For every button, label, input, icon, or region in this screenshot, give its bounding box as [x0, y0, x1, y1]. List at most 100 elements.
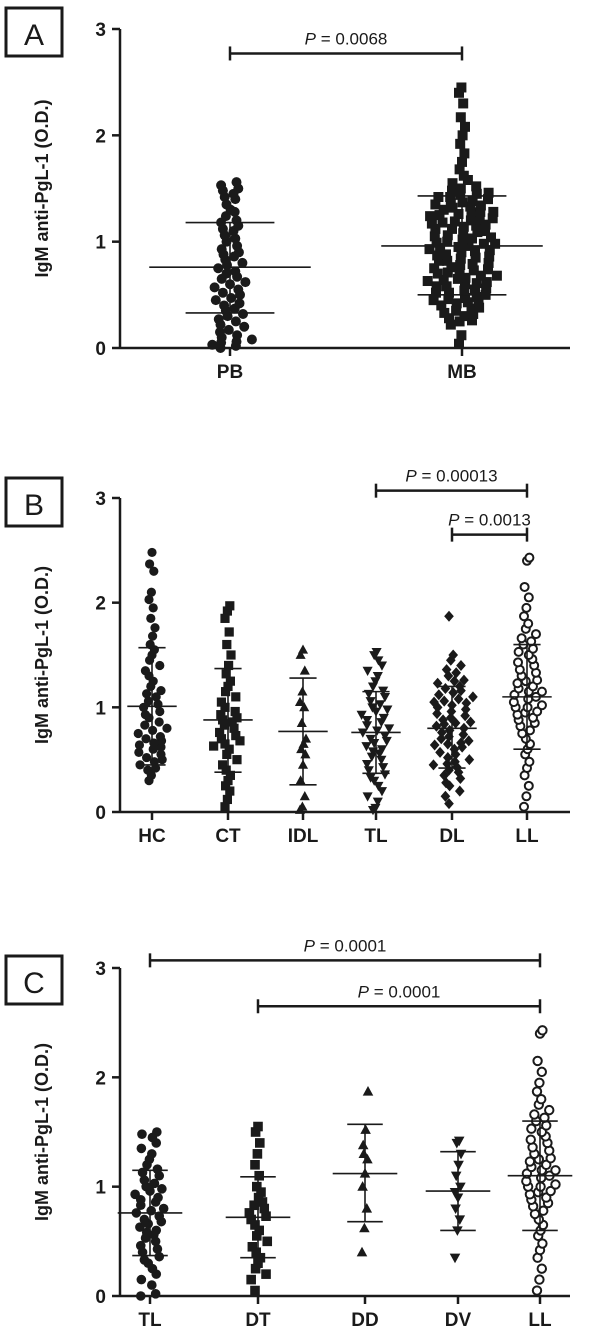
- data-point: [261, 1211, 271, 1221]
- data-point: [372, 797, 383, 807]
- p-symbol: P: [405, 467, 417, 486]
- data-point: [145, 559, 155, 569]
- data-point: [458, 221, 469, 232]
- data-point: [426, 218, 437, 229]
- data-point: [442, 236, 453, 247]
- data-point: [457, 130, 468, 141]
- data-point: [442, 267, 453, 278]
- data-point: [466, 303, 477, 314]
- data-point: [437, 726, 447, 738]
- data-point: [454, 87, 464, 98]
- data-point: [459, 148, 470, 159]
- data-point: [361, 721, 373, 731]
- data-point: [162, 723, 172, 733]
- data-point: [457, 156, 467, 167]
- data-point: [253, 1121, 263, 1132]
- data-point: [220, 702, 230, 712]
- data-point: [454, 266, 465, 277]
- data-point: [225, 676, 235, 686]
- data-point: [539, 1112, 550, 1123]
- data-point: [146, 1205, 156, 1216]
- data-point: [538, 1205, 549, 1216]
- data-point: [149, 566, 159, 576]
- data-point: [475, 200, 486, 211]
- data-point: [460, 121, 470, 132]
- data-point: [466, 207, 477, 218]
- data-point: [210, 295, 221, 306]
- data-point: [456, 330, 467, 341]
- data-point: [246, 1274, 256, 1285]
- data-point: [141, 1227, 152, 1238]
- category-label: LL: [515, 826, 539, 847]
- data-point: [442, 758, 453, 770]
- panel-b: B 0 1 2 3 IgM anti-PgL-1 (O.D.) HC CT IDL TL DL LL P…: [4, 467, 570, 847]
- group-ct: [203, 601, 253, 812]
- data-point: [454, 338, 464, 349]
- data-point: [359, 1222, 370, 1233]
- data-point: [135, 1240, 146, 1251]
- data-point: [379, 731, 391, 741]
- data-point: [443, 294, 454, 305]
- data-point: [362, 1086, 374, 1096]
- group-ll: [507, 1025, 573, 1296]
- y-tick-label: 2: [95, 594, 106, 615]
- data-point: [378, 713, 389, 724]
- data-point: [148, 603, 158, 613]
- data-point: [439, 307, 450, 318]
- data-point: [142, 689, 152, 699]
- data-point: [231, 692, 241, 702]
- data-point: [239, 321, 250, 332]
- data-point: [150, 623, 160, 633]
- data-point: [431, 287, 441, 298]
- data-point: [442, 255, 453, 266]
- data-point: [249, 1200, 259, 1211]
- data-point: [259, 1203, 270, 1214]
- data-point: [467, 315, 477, 326]
- panel-a: A 0 1 2 3 IgM anti-PgL-1 (O.D.) PB MB P = 0.0068: [4, 6, 570, 383]
- data-point: [299, 791, 310, 801]
- data-point: [523, 592, 534, 603]
- data-point: [480, 219, 491, 230]
- data-point: [295, 775, 306, 785]
- category-label: TL: [138, 1310, 162, 1329]
- data-point: [139, 1255, 150, 1265]
- data-point: [235, 736, 245, 746]
- data-point: [537, 1238, 548, 1249]
- data-point: [231, 215, 242, 226]
- data-point: [475, 270, 486, 281]
- data-point: [246, 334, 257, 345]
- data-point: [431, 281, 442, 292]
- data-point: [439, 695, 450, 707]
- data-point: [519, 611, 529, 622]
- data-point: [382, 705, 393, 715]
- data-point: [456, 659, 466, 671]
- data-point: [221, 268, 232, 279]
- data-point: [221, 765, 231, 775]
- category-label: TL: [364, 826, 388, 847]
- data-point: [237, 257, 248, 268]
- data-point: [149, 1178, 160, 1189]
- data-point: [434, 689, 444, 701]
- data-point: [238, 308, 248, 319]
- group-dl: [427, 610, 478, 810]
- data-point: [254, 1225, 264, 1236]
- data-point: [362, 792, 373, 802]
- data-point: [444, 287, 454, 298]
- data-point: [133, 728, 143, 739]
- data-point: [151, 692, 161, 702]
- data-point: [480, 226, 490, 237]
- data-point: [151, 1225, 162, 1236]
- data-point: [231, 730, 241, 741]
- data-point: [445, 712, 456, 724]
- data-point: [218, 760, 228, 770]
- data-point: [524, 552, 535, 563]
- data-point: [216, 244, 227, 255]
- data-point: [146, 587, 156, 597]
- data-point: [536, 1263, 547, 1274]
- data-point: [357, 1139, 369, 1150]
- data-point: [229, 723, 239, 733]
- data-point: [262, 1236, 273, 1247]
- data-point: [526, 1123, 537, 1134]
- data-point: [356, 1246, 368, 1257]
- data-point: [444, 610, 454, 622]
